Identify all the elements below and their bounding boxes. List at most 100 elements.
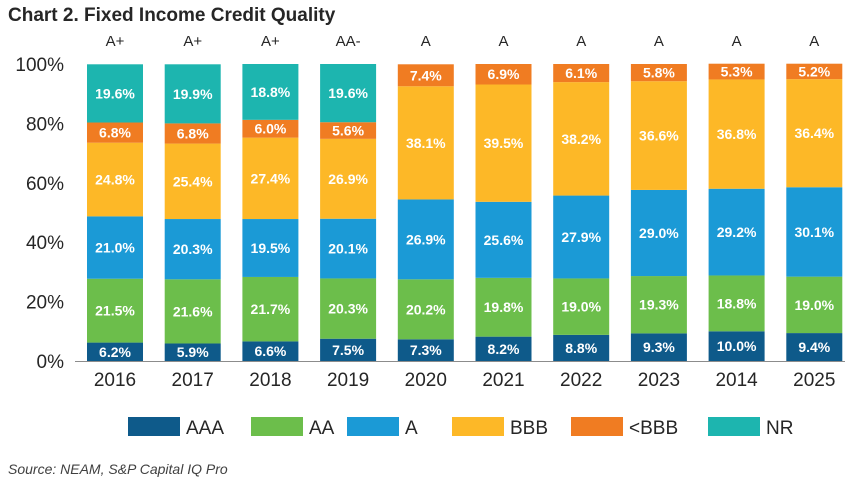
legend-label: AAA: [186, 418, 224, 439]
y-tick-label: 80%: [26, 114, 64, 135]
bar-segment: [630, 64, 687, 82]
x-tick-label: 2021: [482, 370, 524, 391]
data-label: 30.1%: [794, 224, 834, 240]
bar-segment: [87, 216, 143, 279]
data-label: 7.4%: [410, 67, 442, 83]
data-label: 19.8%: [484, 299, 524, 315]
bar-segment: [397, 339, 454, 361]
bar-segment: [553, 195, 610, 279]
rating-label: AA-: [336, 33, 361, 50]
bar-segment: [786, 79, 843, 188]
data-label: 25.6%: [484, 232, 524, 248]
data-label: 5.6%: [332, 123, 364, 139]
bar-segment: [242, 341, 299, 361]
data-label: 9.4%: [798, 339, 830, 355]
rating-label: A: [654, 33, 664, 50]
y-tick-label: 100%: [15, 55, 64, 76]
data-label: 7.3%: [410, 342, 442, 358]
x-tick-label: 2016: [94, 370, 136, 391]
data-label: 36.8%: [717, 126, 757, 142]
legend-swatch: [251, 417, 303, 436]
bar-segment: [164, 64, 221, 124]
bar-segment: [708, 275, 765, 332]
y-tick-label: 20%: [26, 293, 64, 314]
data-label: 6.9%: [488, 66, 520, 82]
data-label: 26.9%: [406, 231, 446, 247]
bar-segment: [708, 79, 765, 189]
bar-segment: [786, 187, 843, 277]
data-label: 29.2%: [717, 224, 757, 240]
data-label: 21.7%: [251, 301, 291, 317]
data-label: 6.1%: [565, 65, 597, 81]
data-label: 6.0%: [254, 121, 286, 137]
rating-label: A: [421, 33, 431, 50]
data-label: 5.9%: [177, 344, 209, 360]
legend-swatch: [571, 417, 623, 436]
data-label: 19.0%: [561, 299, 601, 315]
data-label: 39.5%: [484, 135, 524, 151]
bar-segment: [475, 84, 532, 202]
data-label: 20.1%: [328, 241, 368, 257]
data-label: 24.8%: [95, 172, 135, 188]
data-label: 20.3%: [328, 301, 368, 317]
bar-segment: [164, 123, 221, 144]
bar-segment: [320, 122, 377, 139]
data-label: 27.4%: [251, 170, 291, 186]
data-label: 10.0%: [717, 338, 757, 354]
y-tick-label: 60%: [26, 174, 64, 195]
bar-segment: [475, 336, 532, 361]
data-label: 9.3%: [643, 339, 675, 355]
bar-segment: [475, 277, 532, 337]
data-label: 38.1%: [406, 135, 446, 151]
rating-label: A: [498, 33, 508, 50]
x-tick-label: 2014: [715, 370, 758, 391]
bar-segment: [87, 278, 143, 343]
legend-label: AA: [309, 418, 335, 439]
x-tick-label: 2019: [327, 370, 369, 391]
bar-segment: [87, 122, 143, 143]
rating-label: A: [809, 33, 819, 50]
bar-segment: [708, 63, 765, 80]
bar-segment: [164, 143, 221, 220]
chart-title: Chart 2. Fixed Income Credit Quality: [8, 5, 336, 26]
rating-label: A: [576, 33, 586, 50]
bar-segment: [87, 142, 143, 217]
bar-segment: [630, 189, 687, 277]
data-label: 36.6%: [639, 128, 679, 144]
bar-segment: [553, 278, 610, 335]
bar-segment: [786, 333, 843, 361]
bar-segment: [397, 279, 454, 340]
legend-swatch: [708, 417, 760, 436]
bar-segment: [786, 63, 843, 80]
data-label: 19.5%: [251, 240, 291, 256]
data-label: 18.8%: [251, 84, 291, 100]
bar-segment: [708, 331, 765, 361]
bar-segment: [320, 278, 377, 339]
rating-label: A+: [183, 33, 202, 50]
x-tick-label: 2022: [560, 370, 602, 391]
data-label: 5.8%: [643, 65, 675, 81]
bar-segment: [786, 276, 843, 334]
bar-segment: [320, 338, 377, 361]
data-label: 6.8%: [177, 125, 209, 141]
rating-label: A: [732, 33, 742, 50]
bar-segment: [242, 64, 299, 120]
bar-segment: [708, 188, 765, 276]
data-label: 7.5%: [332, 342, 364, 358]
bar-segment: [242, 137, 299, 220]
legend-label: <BBB: [629, 418, 678, 439]
x-tick-label: 2023: [638, 370, 680, 391]
bar-segment: [475, 201, 532, 278]
data-label: 6.6%: [254, 343, 286, 359]
data-label: 27.9%: [561, 229, 601, 245]
x-tick-label: 2017: [172, 370, 214, 391]
rating-label: A+: [106, 33, 125, 50]
bar-segment: [320, 64, 377, 123]
data-label: 6.2%: [99, 344, 131, 360]
bar-segment: [553, 334, 610, 361]
y-tick-label: 0%: [37, 352, 65, 373]
bar-segment: [242, 276, 299, 342]
data-label: 38.2%: [561, 131, 601, 147]
bar-segment: [553, 82, 610, 196]
